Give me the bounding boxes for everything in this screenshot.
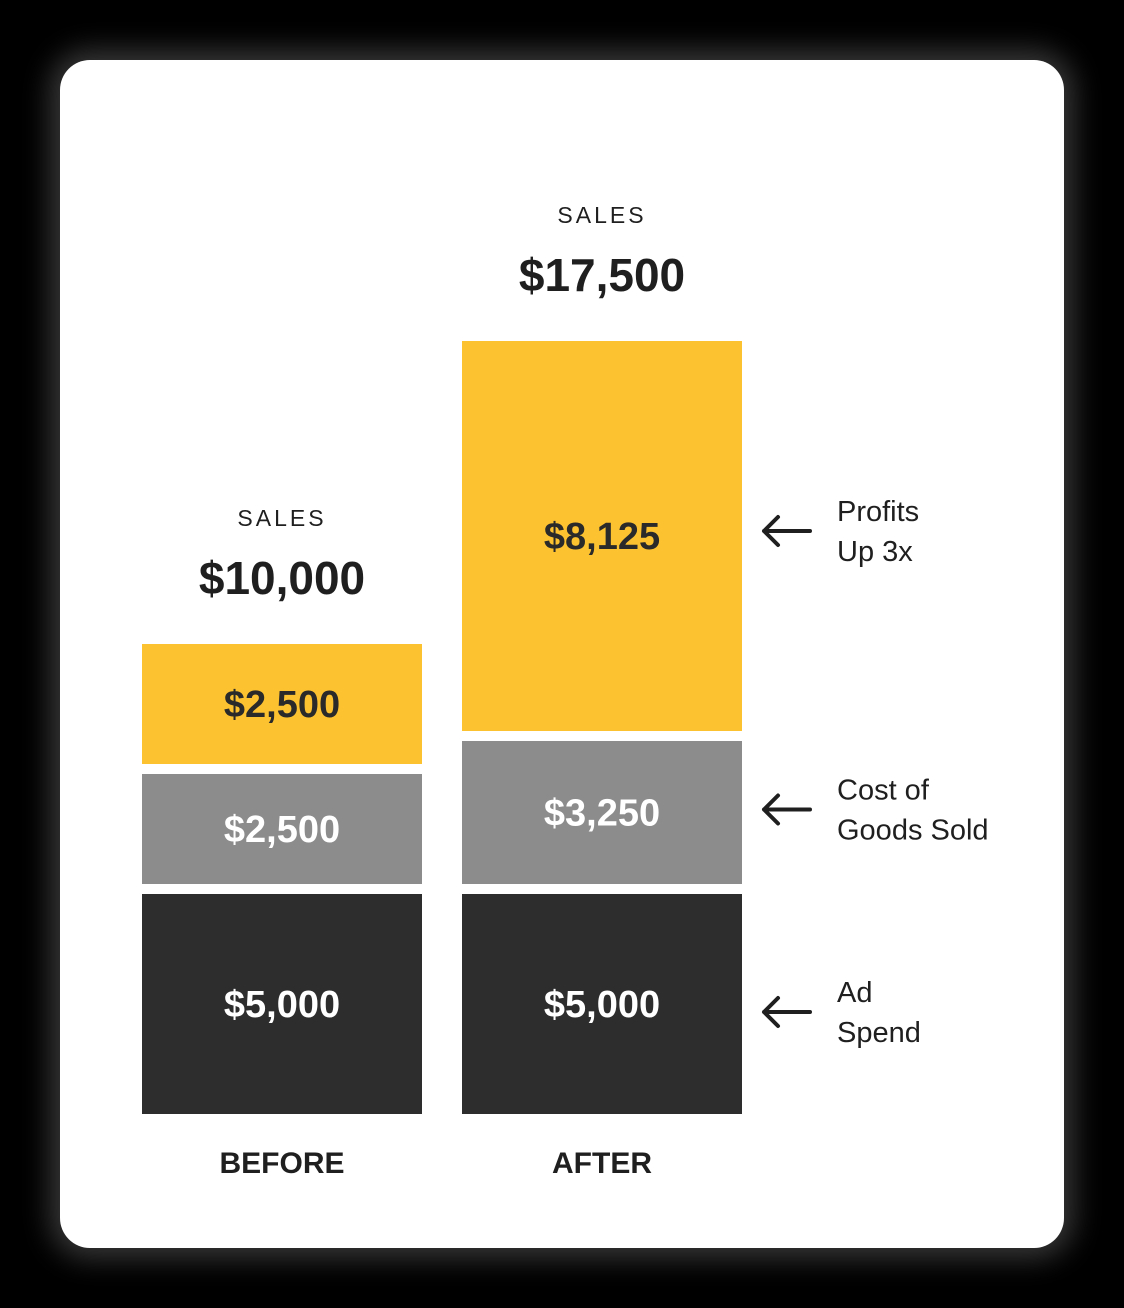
sales-total-before: $10,000: [199, 552, 365, 604]
data-label-cogs-before: $2,500: [224, 809, 340, 851]
bar-segment-profits-after: [462, 341, 742, 731]
annotation-ad_spend-line-1: Ad: [837, 977, 872, 1009]
sales-caption-before: SALES: [237, 505, 326, 531]
bar-segment-cogs-after: [462, 741, 742, 884]
category-label-after: AFTER: [552, 1147, 652, 1180]
arrow-left-icon: [762, 515, 812, 547]
data-label-ad_spend-before: $5,000: [224, 984, 340, 1026]
data-label-profits-after: $8,125: [544, 516, 660, 558]
arrow-left-icon: [762, 793, 812, 826]
category-label-before: BEFORE: [219, 1147, 344, 1180]
sales-caption-after: SALES: [557, 202, 646, 228]
annotation-profits-line-1: Profits: [837, 496, 919, 528]
bar-segment-ad_spend-after: [462, 894, 742, 1114]
sales-total-after: $17,500: [519, 249, 685, 301]
bar-segment-cogs-before: [142, 774, 422, 884]
annotation-cogs-line-2: Goods Sold: [837, 815, 989, 847]
data-label-ad_spend-after: $5,000: [544, 984, 660, 1026]
data-label-cogs-after: $3,250: [544, 793, 660, 835]
annotation-ad_spend-line-2: Spend: [837, 1017, 921, 1049]
bar-segment-ad_spend-before: [142, 894, 422, 1114]
data-label-profits-before: $2,500: [224, 684, 340, 726]
bar-segment-profits-before: [142, 644, 422, 764]
arrow-left-icon: [762, 996, 812, 1028]
annotation-cogs-line-1: Cost of: [837, 775, 930, 807]
annotation-profits-line-2: Up 3x: [837, 536, 913, 568]
